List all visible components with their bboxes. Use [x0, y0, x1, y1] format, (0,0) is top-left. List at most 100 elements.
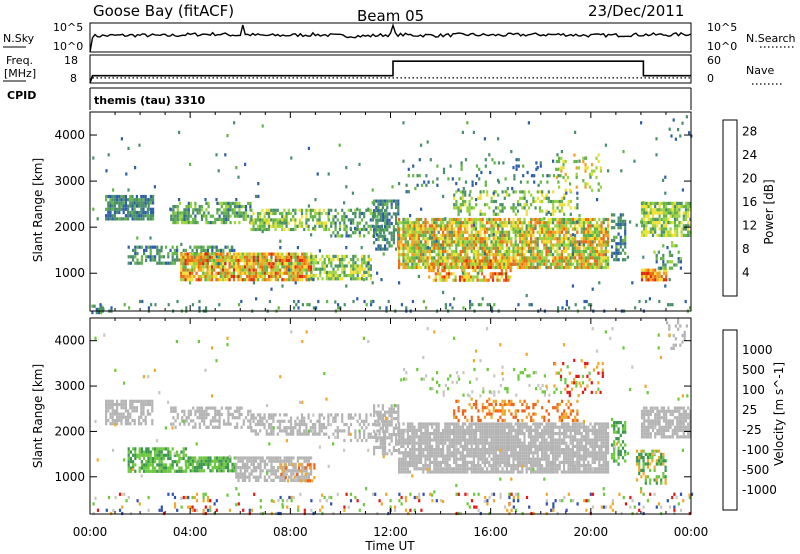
- power-cell: [413, 230, 416, 234]
- power-cell: [183, 221, 186, 225]
- power-cell: [496, 262, 499, 266]
- power-cell: [255, 194, 258, 198]
- power-cell: [502, 272, 506, 276]
- velocity-cell: [249, 409, 252, 413]
- velocity-cell: [140, 399, 143, 403]
- power-cell: [602, 233, 605, 238]
- power-cell: [169, 248, 172, 252]
- power-cell: [290, 252, 293, 256]
- power-cell: [226, 134, 229, 138]
- power-cell: [120, 204, 123, 208]
- power-cell: [294, 252, 297, 256]
- power-cell: [250, 268, 253, 272]
- power-cell: [567, 265, 570, 270]
- power-cell: [481, 227, 484, 231]
- velocity-cell: [248, 459, 251, 463]
- power-cell: [507, 278, 510, 282]
- power-cell: [545, 240, 548, 244]
- power-cell: [361, 274, 364, 278]
- power-cell: [298, 218, 301, 222]
- velocity-cell: [224, 462, 227, 466]
- velocity-cell: [196, 409, 199, 413]
- power-cell: [241, 265, 244, 269]
- power-cell: [527, 243, 530, 247]
- power-cell: [354, 267, 357, 271]
- power-cell: [360, 246, 363, 250]
- power-cell: [600, 224, 603, 228]
- power-cell: [185, 221, 188, 225]
- power-cell: [345, 224, 348, 228]
- power-cell: [479, 253, 482, 257]
- power-cell: [591, 262, 594, 266]
- velocity-cell: [187, 466, 190, 470]
- power-cell: [415, 224, 418, 228]
- power-cell: [431, 236, 434, 240]
- power-cell: [214, 217, 217, 221]
- power-cell: [483, 265, 486, 269]
- velocity-cell: [235, 469, 238, 473]
- power-cell: [437, 259, 440, 263]
- power-cell: [232, 274, 236, 279]
- power-cell: [133, 198, 136, 202]
- power-cell: [232, 268, 236, 272]
- power-cell: [541, 209, 544, 213]
- velocity-cell: [283, 456, 286, 460]
- power-cell: [281, 265, 284, 269]
- power-cell: [274, 208, 277, 212]
- power-cell: [330, 258, 333, 262]
- power-cell: [424, 249, 427, 254]
- power-cell: [645, 208, 648, 212]
- power-cell: [420, 256, 423, 260]
- power-cell: [617, 222, 620, 227]
- power-cell: [593, 233, 596, 238]
- power-cell: [263, 224, 266, 228]
- power-cell: [574, 253, 577, 257]
- power-cell: [516, 230, 519, 234]
- power-cell: [379, 202, 382, 206]
- power-cell: [311, 215, 315, 219]
- velocity-cell: [327, 416, 330, 420]
- power-cell: [362, 278, 365, 282]
- velocity-cell: [187, 412, 190, 417]
- velocity-cell: [127, 415, 130, 419]
- power-cell: [411, 299, 414, 304]
- velocity-cell: [189, 459, 192, 463]
- power-cell: [390, 205, 393, 210]
- velocity-cell: [147, 469, 150, 473]
- power-cell: [240, 211, 243, 215]
- power-cell: [607, 227, 610, 231]
- power-cell: [358, 211, 361, 216]
- power-cell: [178, 217, 182, 221]
- power-cell: [576, 253, 579, 257]
- power-cell: [472, 253, 475, 257]
- power-cell: [512, 217, 515, 222]
- power-cell: [113, 198, 116, 202]
- power-cell: [586, 166, 589, 170]
- power-cell: [497, 265, 500, 270]
- power-cell: [530, 262, 533, 266]
- power-cell: [433, 217, 436, 222]
- power-cell: [224, 255, 227, 259]
- power-cell: [554, 199, 557, 204]
- power-cell: [328, 277, 331, 281]
- power-cell: [536, 243, 539, 247]
- power-cell: [571, 221, 574, 225]
- power-cell: [434, 278, 437, 282]
- power-cell: [459, 206, 462, 210]
- velocity-cell: [224, 456, 227, 460]
- power-cell: [243, 258, 247, 263]
- power-cell: [578, 259, 581, 263]
- power-cell: [142, 207, 145, 211]
- power-cell: [582, 246, 585, 250]
- power-cell: [602, 256, 605, 260]
- power-cell: [220, 205, 223, 209]
- power-cell: [541, 249, 544, 254]
- power-cell: [105, 169, 108, 173]
- power-cell: [243, 268, 247, 272]
- power-cell: [349, 234, 353, 238]
- power-cell: [363, 234, 366, 238]
- power-cell: [466, 253, 469, 257]
- velocity-cell: [127, 409, 130, 413]
- velocity-cell: [189, 419, 193, 423]
- power-cell: [508, 217, 511, 222]
